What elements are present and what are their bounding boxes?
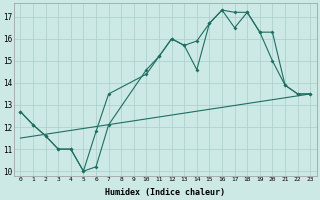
X-axis label: Humidex (Indice chaleur): Humidex (Indice chaleur) [105,188,225,197]
